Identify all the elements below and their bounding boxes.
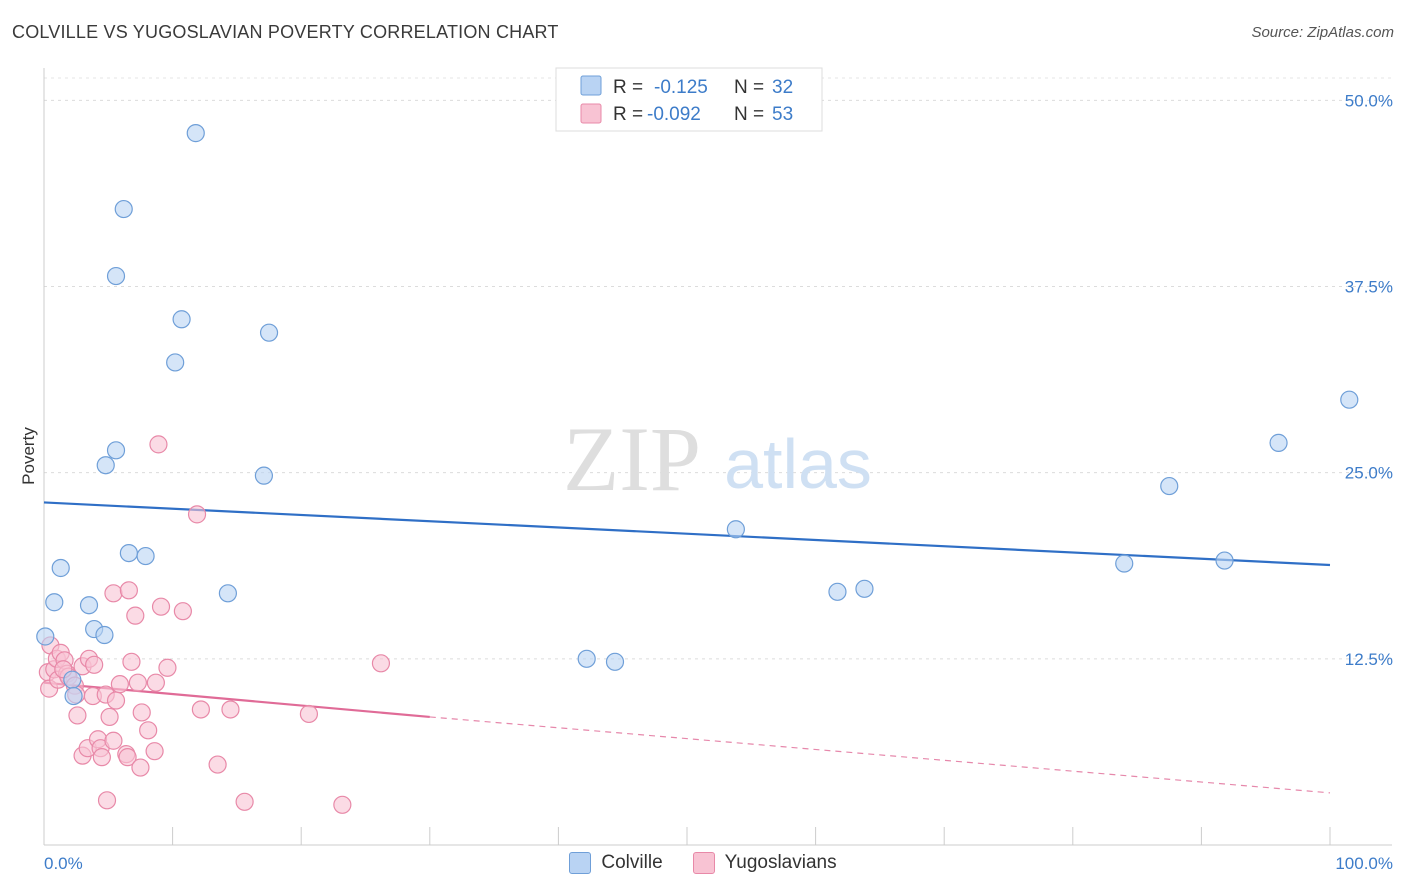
point-colville-24 (855, 579, 874, 598)
point-yugoslavians-18 (85, 655, 104, 674)
point-yugoslavians-36 (132, 703, 151, 722)
legend-r-value-1: -0.092 (647, 104, 701, 125)
watermark-zip: ZIP (563, 408, 701, 510)
point-yugoslavians-43 (173, 602, 192, 621)
legend-item-colville: Colville (569, 852, 663, 874)
point-yugoslavians-39 (146, 673, 165, 692)
point-colville-26 (1160, 476, 1179, 496)
point-yugoslavians-50 (333, 795, 352, 814)
point-colville-10 (106, 266, 126, 286)
legend-r-label-0: R = (613, 77, 643, 98)
point-colville-2 (51, 558, 70, 578)
point-yugoslavians-37 (139, 721, 158, 740)
y-tick-label-2: 37.5% (1345, 278, 1393, 297)
point-colville-4 (64, 686, 83, 706)
x-tick-label-1: 100.0% (1335, 854, 1393, 873)
point-colville-14 (166, 353, 185, 372)
point-colville-11 (114, 199, 133, 219)
axes (43, 68, 1392, 846)
point-colville-23 (828, 582, 847, 601)
point-yugoslavians-46 (208, 755, 227, 774)
legend-n-label-0: N = (734, 77, 764, 98)
point-colville-22 (726, 520, 745, 539)
point-yugoslavians-48 (235, 792, 254, 811)
point-colville-12 (119, 543, 138, 563)
point-colville-0 (36, 627, 55, 646)
point-yugoslavians-40 (149, 435, 168, 454)
point-yugoslavians-24 (100, 707, 119, 727)
y-tick-label-3: 50.0% (1345, 91, 1393, 110)
legend-swatch-yugoslavians (580, 103, 602, 124)
point-yugoslavians-42 (158, 658, 177, 677)
point-colville-9 (106, 441, 126, 460)
legend-swatch-yugoslavians-bottom (692, 852, 715, 874)
point-colville-25 (1115, 554, 1134, 573)
point-yugoslavians-21 (92, 748, 111, 767)
legend-swatch-colville (580, 75, 602, 96)
point-yugoslavians-27 (106, 691, 126, 710)
point-colville-29 (1340, 390, 1359, 409)
point-yugoslavians-23 (97, 791, 117, 810)
point-yugoslavians-33 (126, 606, 145, 625)
trend-line-colville (43, 501, 1331, 567)
point-yugoslavians-28 (110, 675, 129, 694)
legend-bottom: Colville Yugoslavians (0, 852, 1406, 874)
watermark-atlas: atlas (724, 425, 872, 503)
point-colville-27 (1215, 551, 1234, 570)
point-yugoslavians-41 (151, 597, 171, 616)
point-yugoslavians-49 (299, 704, 319, 724)
point-colville-13 (136, 546, 155, 566)
point-colville-5 (79, 596, 99, 615)
legend-item-yugoslavians: Yugoslavians (692, 852, 837, 874)
legend-label-colville: Colville (601, 852, 663, 873)
point-yugoslavians-47 (221, 700, 240, 719)
legend-swatch-colville-bottom (569, 852, 592, 874)
point-colville-3 (63, 670, 82, 689)
legend-r-value-0: -0.125 (654, 77, 708, 98)
point-yugoslavians-32 (122, 652, 141, 671)
legend-n-value-1: 53 (772, 104, 793, 125)
point-colville-16 (186, 124, 205, 143)
point-colville-15 (172, 310, 191, 329)
y-tick-label-0: 12.5% (1345, 650, 1393, 669)
trend-line-yugoslavians-extension (429, 716, 1331, 794)
point-yugoslavians-51 (371, 654, 391, 673)
point-colville-17 (218, 584, 237, 603)
point-yugoslavians-38 (145, 742, 164, 761)
trend-lines (43, 501, 1331, 794)
watermark: ZIP atlas (563, 408, 872, 510)
point-colville-19 (259, 323, 279, 342)
point-yugoslavians-30 (118, 748, 137, 767)
chart-title: COLVILLE VS YUGOSLAVIAN POVERTY CORRELAT… (12, 22, 559, 42)
source-label: Source: ZipAtlas.com (1251, 24, 1394, 41)
legend-n-label-1: N = (734, 104, 764, 125)
point-colville-20 (577, 649, 596, 668)
legend-n-value-0: 32 (772, 77, 793, 98)
point-yugoslavians-34 (128, 673, 147, 692)
point-yugoslavians-25 (104, 731, 123, 750)
point-yugoslavians-44 (187, 505, 207, 524)
point-colville-18 (254, 466, 274, 485)
point-colville-1 (45, 593, 64, 612)
x-tick-label-0: 0.0% (44, 854, 83, 873)
point-colville-7 (95, 625, 114, 645)
legend-r-label-1: R = (613, 104, 643, 125)
tick-labels: 12.5% 25.0% 37.5% 50.0% 0.0% 100.0% (44, 91, 1393, 873)
point-colville-21 (605, 652, 625, 671)
point-colville-8 (96, 456, 115, 475)
point-yugoslavians-12 (68, 706, 87, 725)
legend-label-yugoslavians: Yugoslavians (724, 852, 837, 873)
point-yugoslavians-35 (131, 758, 150, 777)
y-tick-label-1: 25.0% (1345, 464, 1393, 483)
point-yugoslavians-26 (104, 584, 123, 603)
point-yugoslavians-31 (119, 581, 138, 600)
legend-top: R = -0.125 N = 32 R = -0.092 N = 53 (555, 67, 823, 132)
point-yugoslavians-45 (191, 700, 210, 719)
grid-lines (44, 77, 1392, 660)
y-axis-title: Poverty (19, 427, 38, 485)
data-points (36, 124, 1359, 814)
point-colville-28 (1269, 433, 1288, 452)
